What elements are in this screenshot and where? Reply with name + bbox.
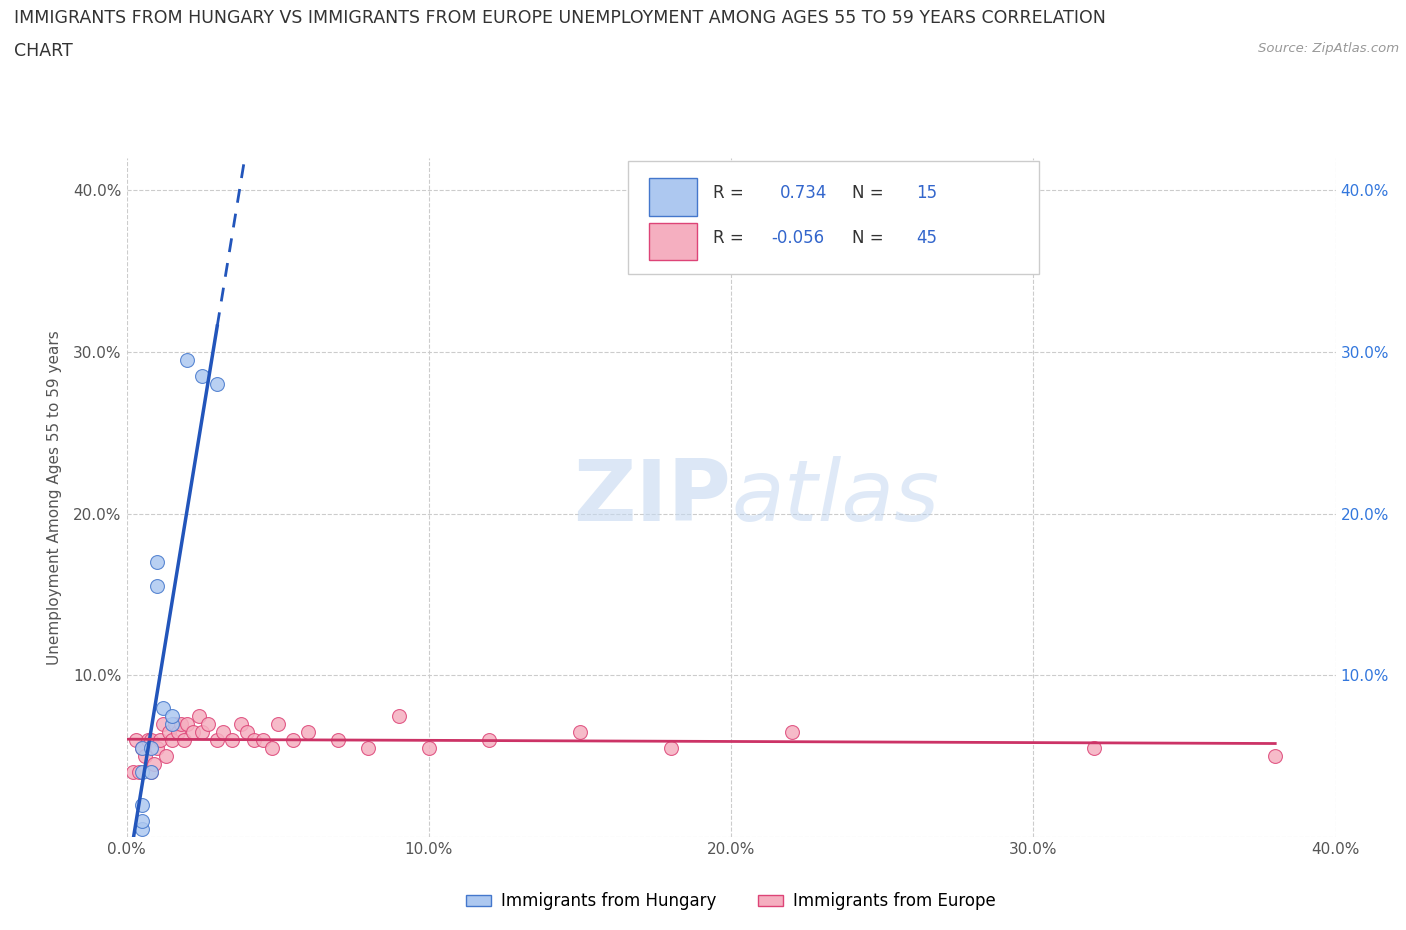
Point — [142, 757, 165, 772]
Point — [170, 716, 193, 731]
Text: IMMIGRANTS FROM HUNGARY VS IMMIGRANTS FROM EUROPE UNEMPLOYMENT AMONG AGES 55 TO : IMMIGRANTS FROM HUNGARY VS IMMIGRANTS FR… — [14, 9, 1107, 27]
Point — [281, 733, 304, 748]
Point — [191, 369, 214, 384]
Text: R =: R = — [713, 229, 749, 246]
Point — [205, 377, 228, 392]
Point — [260, 740, 283, 755]
Point — [131, 797, 153, 812]
Point — [267, 716, 290, 731]
Point — [149, 733, 172, 748]
Point — [131, 814, 153, 829]
Point — [1264, 749, 1286, 764]
Point — [167, 724, 190, 739]
Point — [478, 733, 501, 748]
Point — [205, 733, 228, 748]
Point — [152, 700, 174, 715]
Y-axis label: Unemployment Among Ages 55 to 59 years: Unemployment Among Ages 55 to 59 years — [46, 330, 62, 665]
Point — [131, 740, 153, 755]
Point — [146, 740, 169, 755]
Text: Source: ZipAtlas.com: Source: ZipAtlas.com — [1258, 42, 1399, 55]
Point — [152, 716, 174, 731]
Point — [131, 821, 153, 836]
Bar — [650, 179, 697, 216]
Text: -0.056: -0.056 — [770, 229, 824, 246]
Point — [231, 716, 253, 731]
Legend: Immigrants from Hungary, Immigrants from Europe: Immigrants from Hungary, Immigrants from… — [460, 885, 1002, 917]
Point — [388, 709, 411, 724]
Point — [121, 764, 143, 779]
Point — [128, 764, 150, 779]
Point — [139, 740, 162, 755]
Point — [176, 716, 198, 731]
Point — [155, 749, 177, 764]
Point — [131, 764, 153, 779]
Point — [181, 724, 204, 739]
Point — [191, 724, 214, 739]
Point — [157, 724, 180, 739]
Point — [188, 709, 211, 724]
Point — [160, 716, 183, 731]
Point — [131, 740, 153, 755]
Point — [160, 709, 183, 724]
Point — [173, 733, 195, 748]
Bar — [650, 222, 697, 260]
Point — [146, 579, 169, 594]
Text: ZIP: ZIP — [574, 456, 731, 539]
Point — [134, 749, 156, 764]
Point — [136, 733, 159, 748]
Point — [1083, 740, 1105, 755]
Point — [418, 740, 440, 755]
Point — [568, 724, 592, 739]
Text: 15: 15 — [917, 184, 938, 203]
FancyBboxPatch shape — [628, 162, 1039, 273]
Point — [146, 555, 169, 570]
Text: 45: 45 — [917, 229, 938, 246]
Text: atlas: atlas — [731, 456, 939, 539]
Point — [212, 724, 235, 739]
Text: N =: N = — [852, 229, 889, 246]
Point — [139, 764, 162, 779]
Point — [236, 724, 259, 739]
Point — [160, 733, 183, 748]
Point — [221, 733, 243, 748]
Point — [326, 733, 350, 748]
Text: CHART: CHART — [14, 42, 73, 60]
Text: N =: N = — [852, 184, 889, 203]
Point — [139, 733, 162, 748]
Point — [139, 764, 162, 779]
Point — [242, 733, 264, 748]
Point — [780, 724, 803, 739]
Point — [176, 352, 198, 367]
Point — [163, 716, 186, 731]
Text: R =: R = — [713, 184, 749, 203]
Point — [124, 733, 146, 748]
Point — [197, 716, 219, 731]
Point — [252, 733, 274, 748]
Point — [659, 740, 682, 755]
Text: 0.734: 0.734 — [779, 184, 827, 203]
Point — [297, 724, 319, 739]
Point — [357, 740, 380, 755]
